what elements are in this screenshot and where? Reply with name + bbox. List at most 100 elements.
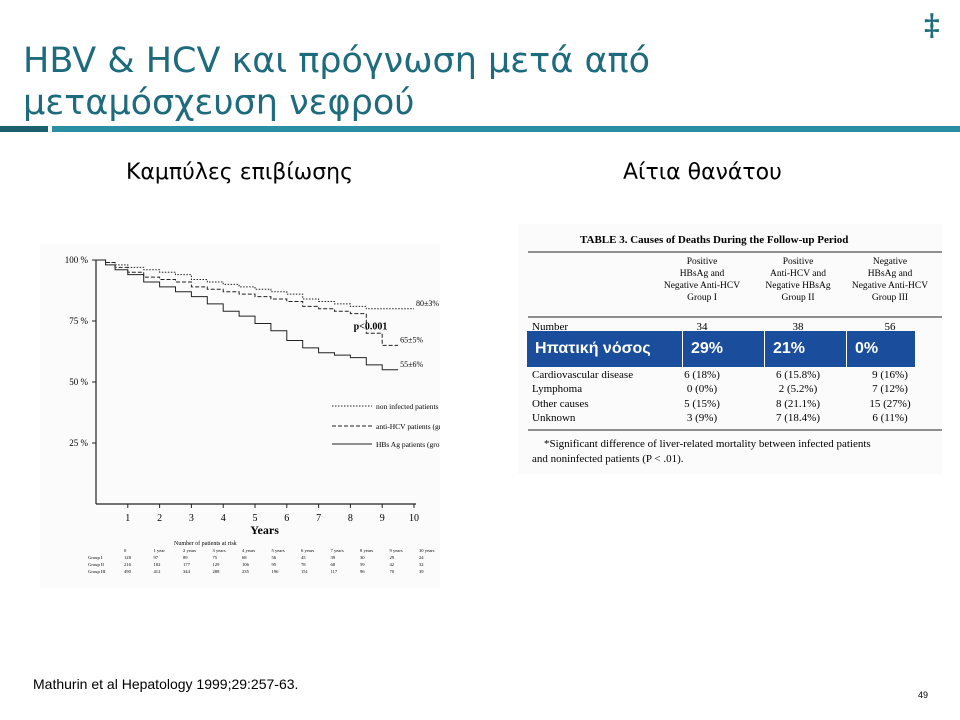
risk-cell: 235 bbox=[242, 569, 250, 574]
p-value-annotation: p<0.001 bbox=[354, 322, 388, 333]
series-end-label: 55±6% bbox=[400, 360, 423, 369]
series-end-label: 65±5% bbox=[400, 335, 423, 344]
risk-cell: 117 bbox=[331, 569, 338, 574]
legend-label: HBs Ag patients (group I) bbox=[376, 440, 440, 449]
legend-label: non infected patients (group III) bbox=[376, 402, 440, 411]
series-line-1 bbox=[96, 259, 414, 310]
y-tick-label: 50 % bbox=[69, 377, 88, 387]
risk-cell: 32 bbox=[419, 562, 424, 567]
risk-row-label: Group I bbox=[88, 555, 103, 560]
overlay-value-group2: 21% bbox=[765, 331, 847, 367]
risk-header: 4 years bbox=[242, 548, 255, 553]
table-cell: 0 (0%) bbox=[687, 383, 718, 395]
risk-header: 1 year bbox=[154, 548, 166, 553]
table-cell: 38 bbox=[793, 321, 805, 333]
risk-cell: 129 bbox=[213, 562, 221, 567]
page-number: 49 bbox=[918, 690, 929, 700]
column-header: Group II bbox=[782, 293, 815, 303]
x-tick-label: 1 bbox=[125, 513, 130, 524]
risk-cell: 412 bbox=[154, 569, 162, 574]
risk-cell: 344 bbox=[183, 569, 191, 574]
table-cell: 5 (15%) bbox=[684, 398, 720, 410]
column-header: Group III bbox=[872, 293, 908, 303]
x-tick-label: 4 bbox=[221, 513, 226, 524]
column-header: Negative HBsAg bbox=[765, 281, 830, 291]
slide-corner-mark: ‡ bbox=[924, 8, 940, 43]
slide-title: HBV & HCV και πρόγνωση μετά από μεταμόσχ… bbox=[23, 41, 651, 123]
legend-label: anti-HCV patients (group II) bbox=[376, 422, 440, 431]
table-cell: 6 (15.8%) bbox=[776, 369, 820, 381]
x-tick-label: 6 bbox=[284, 513, 289, 524]
risk-cell: 151 bbox=[301, 569, 309, 574]
risk-cell: 68 bbox=[242, 555, 247, 560]
table-cell: 6 (11%) bbox=[872, 412, 908, 424]
chart-axes: 100 % 75 % 50 % 25 % 1 2 3 4 5 6 7 8 9 10 Years bbox=[65, 255, 419, 537]
survival-figure: 100 % 75 % 50 % 25 % 1 2 3 4 5 6 7 8 9 10 Years 80±3% 6… bbox=[40, 244, 473, 588]
row-label: Lymphoma bbox=[532, 383, 582, 395]
risk-cell: 182 bbox=[154, 562, 162, 567]
risk-cell: 59 bbox=[360, 562, 365, 567]
y-tick-label: 75 % bbox=[69, 316, 88, 326]
risk-header: 7 years bbox=[331, 548, 344, 553]
risk-header: 3 years bbox=[213, 548, 226, 553]
risk-cell: 288 bbox=[213, 569, 221, 574]
table-cell: 7 (12%) bbox=[872, 383, 908, 395]
column-header: Positive bbox=[687, 257, 718, 267]
risk-cell: 45 bbox=[301, 555, 306, 560]
risk-cell: 97 bbox=[154, 555, 159, 560]
risk-header: 10 years bbox=[419, 548, 435, 553]
risk-cell: 68 bbox=[331, 562, 336, 567]
risk-table: Number of patients at risk 0 1 year 2 years… bbox=[88, 540, 435, 574]
risk-cell: 75 bbox=[213, 555, 218, 560]
risk-cell: 70 bbox=[390, 569, 395, 574]
column-header: HBsAg and bbox=[868, 269, 913, 279]
risk-cell: 89 bbox=[183, 555, 188, 560]
risk-header: 0 bbox=[124, 548, 127, 553]
series-line-3 bbox=[96, 259, 399, 371]
column-header: Positive bbox=[783, 257, 814, 267]
risk-header: 9 years bbox=[390, 548, 403, 553]
table-cell: 56 bbox=[885, 321, 897, 333]
risk-cell: 30 bbox=[360, 555, 365, 560]
x-tick-label: 7 bbox=[316, 513, 321, 524]
x-tick-label: 10 bbox=[409, 513, 419, 524]
risk-cell: 39 bbox=[419, 569, 424, 574]
x-tick-label: 3 bbox=[189, 513, 194, 524]
risk-header: 2 years bbox=[183, 548, 196, 553]
table-cell: 2 (5.2%) bbox=[779, 383, 818, 395]
risk-cell: 106 bbox=[242, 562, 250, 567]
table-cell: 15 (27%) bbox=[869, 398, 911, 410]
risk-cell: 177 bbox=[183, 562, 191, 567]
chart-series bbox=[96, 259, 414, 371]
series-end-label: 80±3% bbox=[416, 299, 439, 308]
x-axis-label: Years bbox=[250, 523, 279, 537]
overlay-value-group1: 29% bbox=[683, 331, 765, 367]
risk-cell: 196 bbox=[272, 569, 280, 574]
liver-disease-overlay: Ηπατική νόσος 29% 21% 0% bbox=[526, 330, 916, 368]
citation: Mathurin et al Hepatology 1999;29:257-63… bbox=[33, 676, 299, 692]
column-header: Negative bbox=[873, 257, 907, 267]
causes-of-death-heading: Αίτια θανάτου bbox=[623, 160, 782, 185]
risk-cell: 95 bbox=[272, 562, 277, 567]
row-label: Cardiovascular disease bbox=[532, 369, 633, 381]
table-cell: 8 (21.1%) bbox=[776, 398, 820, 410]
risk-header: 8 years bbox=[360, 548, 373, 553]
table-caption: TABLE 3. Causes of Deaths During the Fol… bbox=[580, 234, 848, 246]
x-tick-label: 9 bbox=[380, 513, 385, 524]
risk-cell: 39 bbox=[331, 555, 336, 560]
x-tick-label: 5 bbox=[253, 513, 258, 524]
column-header: Negative Anti-HCV bbox=[664, 281, 740, 291]
column-header: Negative Anti-HCV bbox=[852, 281, 928, 291]
causes-table: TABLE 3. Causes of Deaths During the Fol… bbox=[528, 234, 942, 465]
overlay-label: Ηπατική νόσος bbox=[527, 331, 683, 367]
survival-curves-heading: Καμπύλες επιβίωσης bbox=[126, 160, 354, 185]
risk-cell: 78 bbox=[301, 562, 306, 567]
risk-row-label: Group II bbox=[88, 562, 104, 567]
risk-header: 6 years bbox=[301, 548, 314, 553]
column-header: HBsAg and bbox=[680, 269, 725, 279]
y-tick-label: 25 % bbox=[69, 438, 88, 448]
y-tick-label: 100 % bbox=[65, 255, 89, 265]
title-rule-dark bbox=[0, 126, 48, 132]
risk-table-title: Number of patients at risk bbox=[174, 540, 237, 547]
risk-cell: 490 bbox=[124, 569, 132, 574]
